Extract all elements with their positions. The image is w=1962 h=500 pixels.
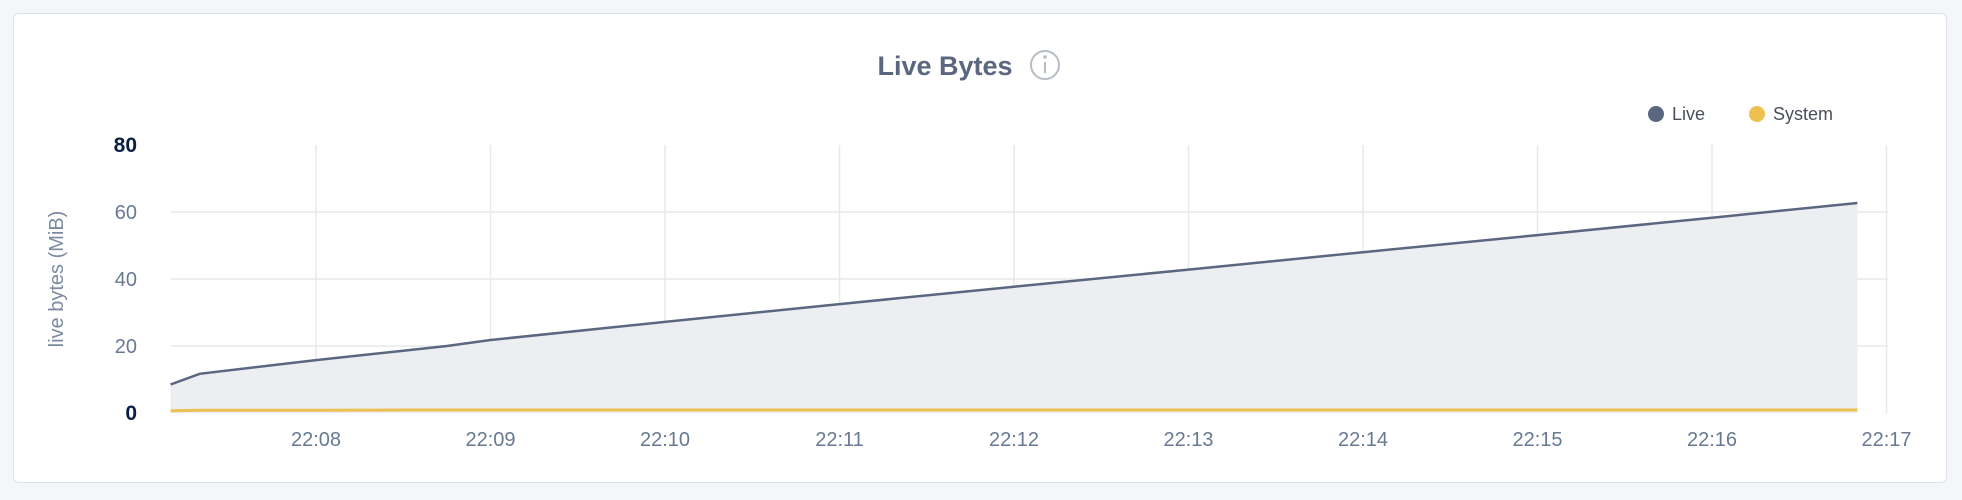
x-tick-label: 22:14 xyxy=(1338,429,1388,451)
legend-label: System xyxy=(1773,104,1833,124)
y-tick-label: 20 xyxy=(115,336,137,358)
legend-swatch-system xyxy=(1749,106,1765,122)
legend-item-live[interactable]: Live xyxy=(1648,104,1705,124)
legend-swatch-live xyxy=(1648,106,1664,122)
series-line-system xyxy=(170,408,1858,413)
x-tick-label: 22:11 xyxy=(815,429,864,451)
legend-label: Live xyxy=(1672,104,1705,124)
y-tick-label: 40 xyxy=(115,269,137,291)
x-tick-label: 22:10 xyxy=(640,429,690,451)
x-tick-label: 22:13 xyxy=(1163,429,1213,451)
x-tick-label: 22:08 xyxy=(291,429,341,451)
x-tick-label: 22:12 xyxy=(989,429,1039,451)
info-circle-icon[interactable] xyxy=(1030,50,1060,80)
x-tick-label: 22:09 xyxy=(465,429,515,451)
y-tick-label: 60 xyxy=(115,202,137,224)
series-line-live xyxy=(170,201,1858,386)
y-axis-label: live bytes (MiB) xyxy=(46,211,68,348)
x-tick-label: 22:15 xyxy=(1512,429,1562,451)
y-tick-label: 80 xyxy=(114,134,137,157)
chart-title: Live Bytes xyxy=(877,51,1012,81)
x-tick-label: 22:16 xyxy=(1687,429,1737,451)
series-area-live xyxy=(170,203,1858,413)
legend-item-system[interactable]: System xyxy=(1749,104,1833,124)
y-tick-label: 0 xyxy=(125,402,137,425)
x-tick-label: 22:17 xyxy=(1861,429,1911,451)
